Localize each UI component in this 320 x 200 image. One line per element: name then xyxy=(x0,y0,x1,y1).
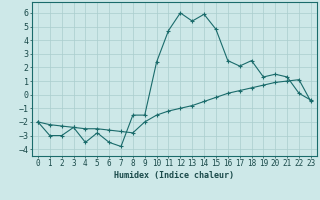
X-axis label: Humidex (Indice chaleur): Humidex (Indice chaleur) xyxy=(115,171,234,180)
